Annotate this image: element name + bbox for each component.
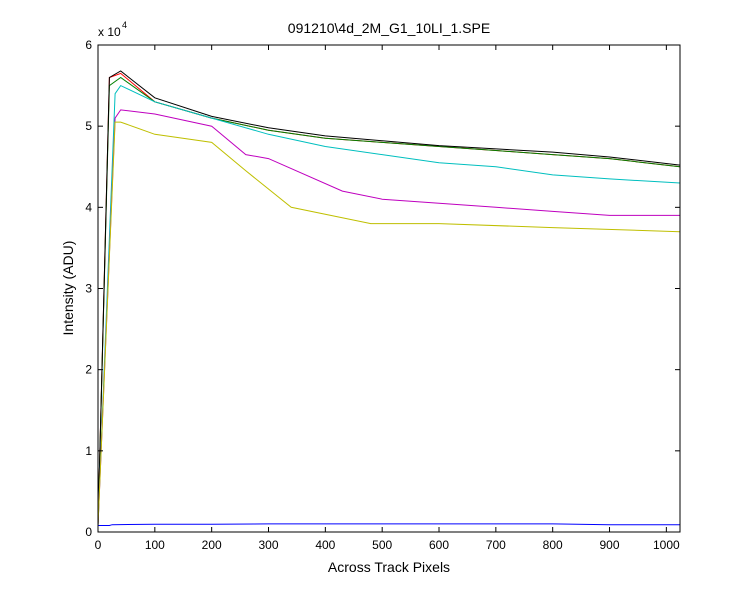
y-tick-label: 1 (85, 444, 92, 458)
y-axis-label: Intensity (ADU) (60, 241, 76, 336)
x-tick-label: 100 (145, 538, 165, 552)
series-line-6 (97, 109, 680, 526)
series-line-5 (97, 84, 681, 526)
y-tick-label: 2 (85, 363, 92, 377)
x-ticks: 0 100 200 300 400 500 600 700 800 900 1000 (95, 45, 680, 552)
y-tick-label: 5 (85, 119, 92, 133)
y-tick-label: 3 (85, 282, 92, 296)
y-tick-label: 4 (85, 200, 92, 214)
x-tick-label: 400 (315, 538, 335, 552)
x-tick-label: 600 (429, 538, 449, 552)
x-tick-label: 700 (486, 538, 506, 552)
x-tick-label: 200 (202, 538, 222, 552)
x-tick-label: 800 (543, 538, 563, 552)
x-axis-label: Across Track Pixels (328, 559, 450, 575)
series-line-3 (97, 76, 681, 526)
series-line-4 (97, 70, 681, 526)
y-tick-label: 0 (85, 525, 92, 539)
y-tick-label: 6 (85, 38, 92, 52)
series-layer (97, 70, 681, 526)
x-tick-label: 0 (95, 538, 102, 552)
x-tick-label: 900 (600, 538, 620, 552)
y-exponent-label: x 10 (98, 25, 121, 39)
x-tick-label: 1000 (653, 538, 680, 552)
chart-title: 091210\4d_2M_G1_10LI_1.SPE (288, 20, 490, 36)
series-line-1 (98, 523, 680, 526)
series-line-7 (97, 121, 681, 526)
y-ticks: 0 1 2 3 4 5 6 (85, 38, 680, 539)
x-tick-label: 300 (258, 538, 278, 552)
y-exponent-power: 4 (122, 20, 127, 30)
x-tick-label: 500 (372, 538, 392, 552)
